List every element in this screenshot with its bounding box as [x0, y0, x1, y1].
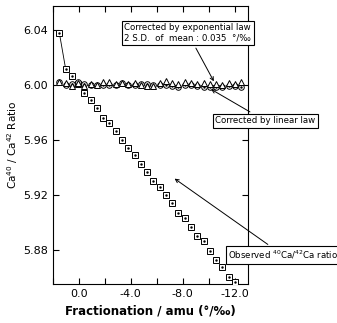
Text: Corrected by exponential law
2 S.D.  of  mean : 0.035  °/‰: Corrected by exponential law 2 S.D. of m…	[124, 23, 251, 80]
Text: Corrected by linear law: Corrected by linear law	[212, 90, 315, 125]
Text: Observed $^{40}$Ca/$^{42}$Ca ratio: Observed $^{40}$Ca/$^{42}$Ca ratio	[176, 179, 337, 261]
Y-axis label: Ca$^{40}$ / Ca$^{42}$ Ratio: Ca$^{40}$ / Ca$^{42}$ Ratio	[5, 101, 20, 189]
X-axis label: Fractionation / amu (°/‰): Fractionation / amu (°/‰)	[65, 305, 236, 318]
